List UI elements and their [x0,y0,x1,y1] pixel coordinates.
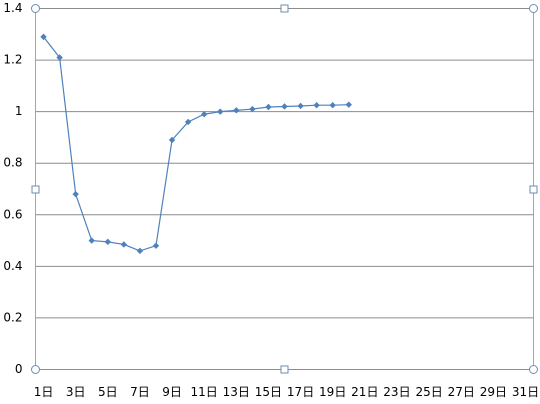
x-tick-label: 25日 [415,385,442,399]
y-tick-label: 1.4 [3,1,22,15]
data-point [200,111,208,118]
handle[interactable] [31,4,40,13]
y-tick-label: 0.4 [3,259,22,273]
x-tick-label: 1日 [34,385,54,399]
data-point [40,33,47,41]
data-point [265,103,272,111]
data-point [104,238,111,246]
series-line [43,36,349,252]
y-tick-label: 0.2 [3,310,22,324]
data-point [120,241,128,248]
x-tick-label: 17日 [287,385,314,399]
handle[interactable] [31,185,40,194]
data-point [345,101,352,108]
data-point [217,108,224,115]
data-point [152,242,160,249]
data-point [233,107,240,114]
data-point [72,190,79,198]
data-point [184,118,192,126]
selection-handles [31,4,538,374]
x-tick-label: 21日 [351,385,378,399]
plot-border [35,8,534,370]
x-tick-label: 15日 [255,385,282,399]
x-tick-label: 29日 [480,385,507,399]
x-tick-label: 7日 [130,385,150,399]
data-point [329,101,336,109]
x-tick-label: 3日 [66,385,86,399]
data-point [88,237,95,244]
y-tick-label: 0 [15,362,23,376]
handle[interactable] [529,365,538,374]
x-tick-label: 5日 [98,385,118,399]
marks: 0 0.2 0.4 0.6 0.8 1 1.2 1.4 1日 3日 5日 7日 9日 11日 13日 15日 1… [3,1,539,399]
x-tick-label: 31日 [512,385,539,399]
y-tick-label: 0.8 [3,156,22,170]
handle[interactable] [31,365,40,374]
handle[interactable] [529,4,538,13]
handle[interactable] [280,4,289,13]
y-tick-label: 1 [15,104,23,118]
data-point [313,101,320,109]
data-point [297,102,304,110]
y-tick-label: 1.2 [3,53,22,67]
data-point [281,103,288,110]
data-point [136,247,144,255]
data-point [249,105,256,113]
x-tick-label: 9日 [162,385,182,399]
data-point [56,54,63,61]
x-tick-label: 13日 [223,385,250,399]
handle[interactable] [529,185,538,194]
x-tick-label: 11日 [191,385,218,399]
x-tick-label: 19日 [319,385,346,399]
handle[interactable] [280,365,289,374]
x-tick-label: 27日 [448,385,475,399]
x-tick-label: 23日 [383,385,410,399]
y-tick-label: 0.6 [3,207,22,221]
data-point [168,136,176,144]
